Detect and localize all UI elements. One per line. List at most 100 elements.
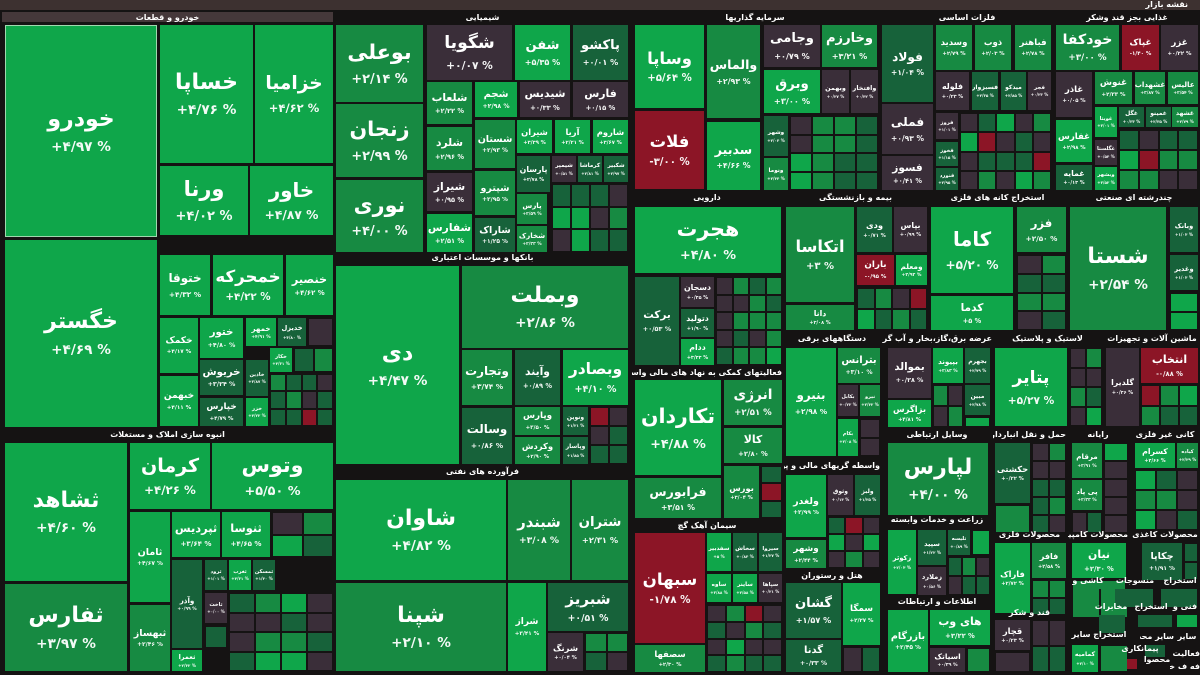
stock-tile-small[interactable] xyxy=(230,652,254,670)
stock-tile[interactable]: شیدیس +۰/۳۳ % xyxy=(520,82,570,117)
stock-tile[interactable]: کمامیه +۲/۱۰ % xyxy=(1072,645,1098,672)
stock-tile[interactable]: سخاش +۰/۸۴ % xyxy=(733,533,757,571)
stock-tile[interactable]: دسجان +۰/۴۵ % xyxy=(681,277,714,307)
stock-tile-small[interactable] xyxy=(745,656,763,671)
stock-tile[interactable]: غپاک -۱/۴۰ % xyxy=(1122,25,1159,70)
stock-tile[interactable]: سپاها +۰/۲۱ % xyxy=(759,574,782,602)
stock-tile[interactable]: شپترو +۲/۹۵ % xyxy=(475,171,515,215)
stock-tile[interactable]: ساینر +۲/۵۸ % xyxy=(733,574,757,602)
stock-tile-small[interactable] xyxy=(979,133,996,151)
stock-tile-small[interactable] xyxy=(303,535,332,556)
stock-tile-small[interactable] xyxy=(745,622,763,638)
stock-tile-small[interactable] xyxy=(1136,511,1155,529)
stock-tile-small[interactable] xyxy=(875,310,891,329)
stock-tile-small[interactable] xyxy=(708,606,725,621)
stock-tile[interactable]: وغدیر +۱/۰۳ % xyxy=(1170,255,1198,290)
stock-tile-small[interactable] xyxy=(1157,511,1176,529)
stock-tile[interactable]: والماس +۲/۹۳ % xyxy=(707,25,760,118)
stock-tile-small[interactable] xyxy=(934,386,947,405)
stock-tile-small[interactable] xyxy=(1087,349,1101,367)
stock-tile[interactable]: خاور +۴/۸۷ % xyxy=(250,166,333,235)
stock-tile[interactable]: شبریز +۰/۵۱ % xyxy=(548,583,628,631)
stock-tile[interactable]: بکابل +۰/۲۲ % xyxy=(838,385,858,416)
stock-tile[interactable]: غگل +۰/۳۳ % xyxy=(1119,107,1144,127)
stock-tile-small[interactable] xyxy=(858,289,874,308)
stock-tile-small[interactable] xyxy=(996,653,1029,671)
stock-tile-small[interactable] xyxy=(1018,274,1041,292)
stock-tile[interactable]: غمینو +۲/۳۵ % xyxy=(1146,107,1171,127)
stock-tile[interactable]: ثنوسا +۴/۶۵ % xyxy=(222,512,270,557)
stock-tile[interactable]: خکار +۴/۳۱ % xyxy=(270,348,292,372)
stock-tile-small[interactable] xyxy=(717,295,732,312)
stock-tile[interactable]: وشهر +۲/۰۴ % xyxy=(764,116,788,156)
stock-tile-small[interactable] xyxy=(1042,256,1065,273)
stock-tile-small[interactable] xyxy=(256,613,280,631)
stock-tile-small[interactable] xyxy=(309,319,332,345)
stock-tile-small[interactable] xyxy=(835,172,855,189)
stock-tile-small[interactable] xyxy=(286,375,301,391)
stock-tile[interactable]: شبندر +۳/۰۸ % xyxy=(508,480,570,580)
stock-tile-small[interactable] xyxy=(750,313,765,329)
stock-tile[interactable]: تلیسه +۰/۸۹ % xyxy=(948,530,970,555)
stock-tile[interactable]: وثوق +۰/۱۴ % xyxy=(828,475,853,515)
stock-tile[interactable]: غزر +۰/۲۲ % xyxy=(1161,25,1198,70)
stock-tile[interactable]: وبشهر +۳/۵۲ % xyxy=(1095,167,1117,190)
stock-tile[interactable]: سپید +۱/۲۲ % xyxy=(918,530,946,565)
stock-tile-small[interactable] xyxy=(1050,462,1065,478)
stock-tile-small[interactable] xyxy=(1071,388,1085,406)
stock-tile[interactable]: شپنا +۲/۱۰ % xyxy=(336,583,506,671)
stock-tile[interactable]: ومعلم +۲/۹۲ % xyxy=(896,255,927,285)
stock-tile-small[interactable] xyxy=(282,633,306,651)
stock-tile[interactable]: خمهر +۴/۹۱ % xyxy=(246,318,276,346)
stock-tile[interactable]: وسالت +۰/۸۶ % xyxy=(462,408,512,464)
stock-tile-small[interactable] xyxy=(813,135,833,152)
stock-tile[interactable]: چکاپا +۱/۹۱ % xyxy=(1142,543,1182,580)
stock-tile[interactable]: خودکفا +۳/۰۰ % xyxy=(1056,25,1119,70)
stock-tile[interactable]: ذوب +۲/۰۳ % xyxy=(975,25,1011,70)
stock-tile-small[interactable] xyxy=(610,408,627,425)
stock-tile-small[interactable] xyxy=(318,375,332,391)
stock-tile-small[interactable] xyxy=(230,633,254,651)
stock-tile-small[interactable] xyxy=(586,634,606,651)
stock-tile[interactable]: زکوثر +۲/۰۴ % xyxy=(888,530,916,594)
stock-tile-small[interactable] xyxy=(1177,615,1197,627)
stock-tile[interactable]: ختور +۴/۸۰ % xyxy=(200,318,243,358)
stock-tile[interactable]: میدکو +۲/۸۵ % xyxy=(1001,72,1026,110)
stock-tile-small[interactable] xyxy=(282,613,306,631)
stock-tile-small[interactable] xyxy=(1105,462,1127,478)
stock-tile[interactable]: غگلستا +۰/۵۴ % xyxy=(1095,140,1117,165)
stock-tile-small[interactable] xyxy=(1050,516,1065,532)
stock-tile-small[interactable] xyxy=(286,392,301,408)
stock-tile[interactable]: وجامی +۰/۷۹ % xyxy=(764,25,820,67)
stock-tile-small[interactable] xyxy=(1115,589,1153,607)
stock-tile-small[interactable] xyxy=(1139,171,1158,189)
stock-tile-small[interactable] xyxy=(1120,151,1138,169)
stock-tile[interactable]: وبهمن +۰/۲۷ % xyxy=(822,70,849,113)
stock-tile[interactable]: خدیزل +۳/۸۰ % xyxy=(278,318,306,346)
stock-tile[interactable]: غاذر +۰/۰۵ % xyxy=(1056,72,1092,117)
stock-tile-small[interactable] xyxy=(762,501,781,517)
stock-tile-small[interactable] xyxy=(591,427,608,444)
stock-tile[interactable]: شگویا +۰/۰۷ % xyxy=(427,25,512,80)
stock-tile-small[interactable] xyxy=(861,438,879,455)
stock-tile-small[interactable] xyxy=(1018,293,1041,311)
stock-tile-small[interactable] xyxy=(813,154,833,171)
stock-tile[interactable]: بازرگام +۲/۴۵ % xyxy=(888,610,928,672)
stock-tile-small[interactable] xyxy=(726,656,744,671)
stock-tile[interactable]: فخوز +۱/۱۵ % xyxy=(936,142,958,166)
stock-tile-small[interactable] xyxy=(572,207,589,229)
stock-tile-small[interactable] xyxy=(271,392,285,408)
stock-tile-small[interactable] xyxy=(607,634,627,651)
stock-tile-small[interactable] xyxy=(230,594,254,612)
stock-tile-small[interactable] xyxy=(766,348,781,364)
stock-tile[interactable]: شکبیر +۲/۹۷ % xyxy=(604,156,628,182)
stock-tile-small[interactable] xyxy=(572,230,589,251)
stock-tile-small[interactable] xyxy=(1161,406,1178,425)
stock-tile-small[interactable] xyxy=(961,133,978,151)
stock-tile-small[interactable] xyxy=(861,420,879,437)
stock-tile-small[interactable] xyxy=(256,652,280,670)
stock-tile-small[interactable] xyxy=(586,653,606,670)
stock-tile-small[interactable] xyxy=(745,606,763,621)
stock-tile-small[interactable] xyxy=(910,310,926,329)
stock-tile-small[interactable] xyxy=(996,506,1029,532)
